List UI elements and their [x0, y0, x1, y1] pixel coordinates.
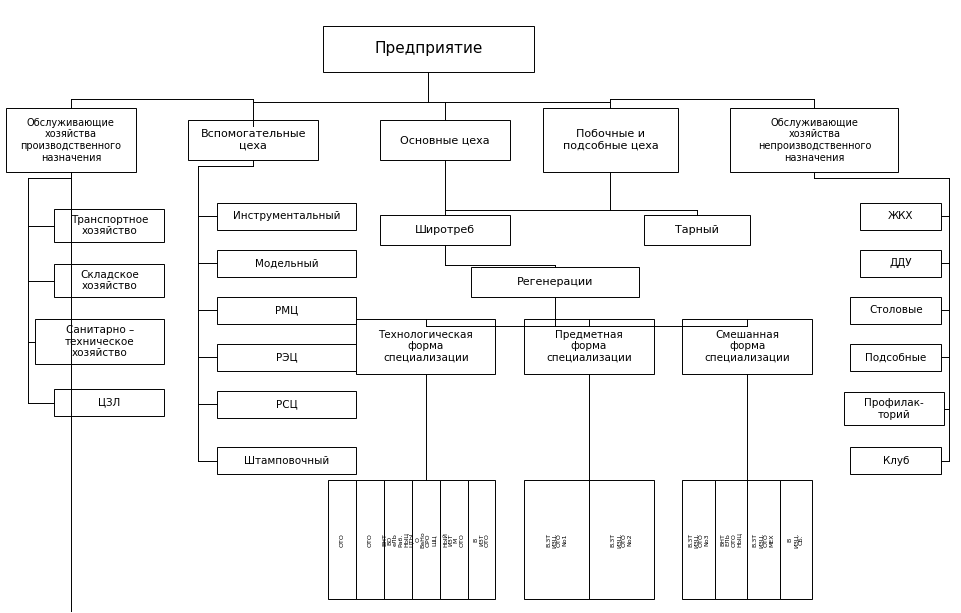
Text: ЖКХ: ЖКХ	[887, 211, 912, 221]
FancyBboxPatch shape	[471, 267, 639, 297]
Text: Основные цеха: Основные цеха	[400, 135, 489, 145]
FancyBboxPatch shape	[54, 389, 164, 416]
Text: Вспомогательные
цеха: Вспомогательные цеха	[200, 129, 306, 151]
Text: Профилак-
торий: Профилак- торий	[863, 398, 923, 419]
Text: Инструментальный: Инструментальный	[233, 211, 340, 221]
Text: ДДУ: ДДУ	[888, 259, 911, 268]
Text: Складское
хозяйство: Складское хозяйство	[80, 270, 138, 291]
FancyBboxPatch shape	[380, 120, 509, 160]
Text: РСЦ: РСЦ	[276, 400, 297, 409]
Text: ЦЗЛ: ЦЗЛ	[98, 398, 120, 408]
FancyBboxPatch shape	[217, 390, 356, 418]
Text: Предприятие: Предприятие	[374, 41, 481, 56]
FancyBboxPatch shape	[411, 481, 439, 600]
FancyBboxPatch shape	[859, 249, 941, 277]
FancyBboxPatch shape	[217, 447, 356, 474]
FancyBboxPatch shape	[524, 481, 588, 600]
FancyBboxPatch shape	[356, 481, 383, 600]
FancyBboxPatch shape	[439, 481, 467, 600]
FancyBboxPatch shape	[747, 481, 778, 600]
Text: Смешанная
форма
специализации: Смешанная форма специализации	[703, 330, 789, 363]
FancyBboxPatch shape	[850, 344, 941, 371]
Text: Широтреб: Широтреб	[414, 225, 475, 235]
Text: В.ЗТ
ИЗЦ.
ОТО
No3: В.ЗТ ИЗЦ. ОТО No3	[687, 532, 708, 548]
Text: В.ЗТ
ИЗЦ.
ОТО
No1: В.ЗТ ИЗЦ. ОТО No1	[546, 532, 567, 548]
FancyBboxPatch shape	[328, 481, 356, 600]
FancyBboxPatch shape	[35, 319, 164, 365]
FancyBboxPatch shape	[588, 481, 653, 600]
FancyBboxPatch shape	[217, 297, 356, 324]
FancyBboxPatch shape	[54, 209, 164, 242]
Text: Транспортное
хозяйство: Транспортное хозяйство	[70, 215, 148, 237]
FancyBboxPatch shape	[188, 120, 317, 160]
Text: РМЦ: РМЦ	[275, 305, 298, 316]
Text: Санитарно –
техническое
хозяйство: Санитарно – техническое хозяйство	[64, 325, 135, 358]
Text: НЫЙ
ИЗТ
М
ОТО: НЫЙ ИЗТ М ОТО	[443, 533, 464, 547]
Text: В.ЗТ
ИЗЦ.
ОТО
No2: В.ЗТ ИЗЦ. ОТО No2	[610, 532, 631, 548]
FancyBboxPatch shape	[543, 108, 677, 172]
Text: В.ЗТ
ИЗЦ.
ОТО
МЕХ: В.ЗТ ИЗЦ. ОТО МЕХ	[752, 532, 774, 548]
Text: Регенерации: Регенерации	[517, 277, 593, 287]
FancyBboxPatch shape	[843, 392, 944, 425]
FancyBboxPatch shape	[850, 297, 941, 324]
FancyBboxPatch shape	[380, 215, 509, 245]
Text: ВНТ
ЕЛЬ
ОТО
НЫЦ: ВНТ ЕЛЬ ОТО НЫЦ	[720, 532, 741, 547]
FancyBboxPatch shape	[681, 319, 811, 374]
Text: Клуб: Клуб	[882, 455, 908, 466]
Text: Модельный: Модельный	[255, 259, 318, 268]
Text: Обслуживающие
хозяйства
непроизводственного
назначения: Обслуживающие хозяйства непроизводственн…	[757, 118, 870, 162]
FancyBboxPatch shape	[644, 215, 749, 245]
FancyBboxPatch shape	[322, 26, 533, 72]
FancyBboxPatch shape	[383, 481, 411, 600]
Text: О
ВаНо
ОРО
ШЦ: О ВаНо ОРО ШЦ	[415, 531, 436, 548]
FancyBboxPatch shape	[467, 481, 495, 600]
FancyBboxPatch shape	[778, 481, 811, 600]
FancyBboxPatch shape	[54, 264, 164, 297]
FancyBboxPatch shape	[6, 108, 136, 172]
Text: ОТО: ОТО	[339, 533, 345, 547]
FancyBboxPatch shape	[217, 203, 356, 230]
FancyBboxPatch shape	[356, 319, 495, 374]
FancyBboxPatch shape	[524, 319, 653, 374]
Text: РЭЦ: РЭЦ	[276, 352, 297, 362]
Text: Предметная
форма
специализации: Предметная форма специализации	[546, 330, 631, 363]
Text: Штамповочный: Штамповочный	[244, 455, 329, 466]
Text: Побочные и
подсобные цеха: Побочные и подсобные цеха	[562, 129, 657, 151]
Text: Тарный: Тарный	[675, 225, 718, 235]
FancyBboxPatch shape	[714, 481, 747, 600]
Text: В
ИЗТ
ОТО: В ИЗТ ОТО	[473, 533, 489, 547]
FancyBboxPatch shape	[850, 447, 941, 474]
Text: Обслуживающие
хозяйства
производственного
назначения: Обслуживающие хозяйства производственног…	[20, 118, 121, 162]
FancyBboxPatch shape	[859, 203, 941, 230]
Text: Подсобные: Подсобные	[864, 352, 925, 362]
Text: Столовые: Столовые	[868, 305, 922, 316]
FancyBboxPatch shape	[217, 249, 356, 277]
FancyBboxPatch shape	[729, 108, 898, 172]
FancyBboxPatch shape	[681, 481, 714, 600]
Text: ВНТ
ВО
еЛЬ
Раб.
НЫЦ
ЦТЫ: ВНТ ВО еЛЬ Раб. НЫЦ ЦТЫ	[382, 532, 413, 547]
Text: В
ИЗЦ.
СБ.: В ИЗЦ. СБ.	[787, 532, 802, 548]
Text: Технологическая
форма
специализации: Технологическая форма специализации	[378, 330, 473, 363]
Text: ОТО: ОТО	[367, 533, 372, 547]
FancyBboxPatch shape	[217, 344, 356, 371]
